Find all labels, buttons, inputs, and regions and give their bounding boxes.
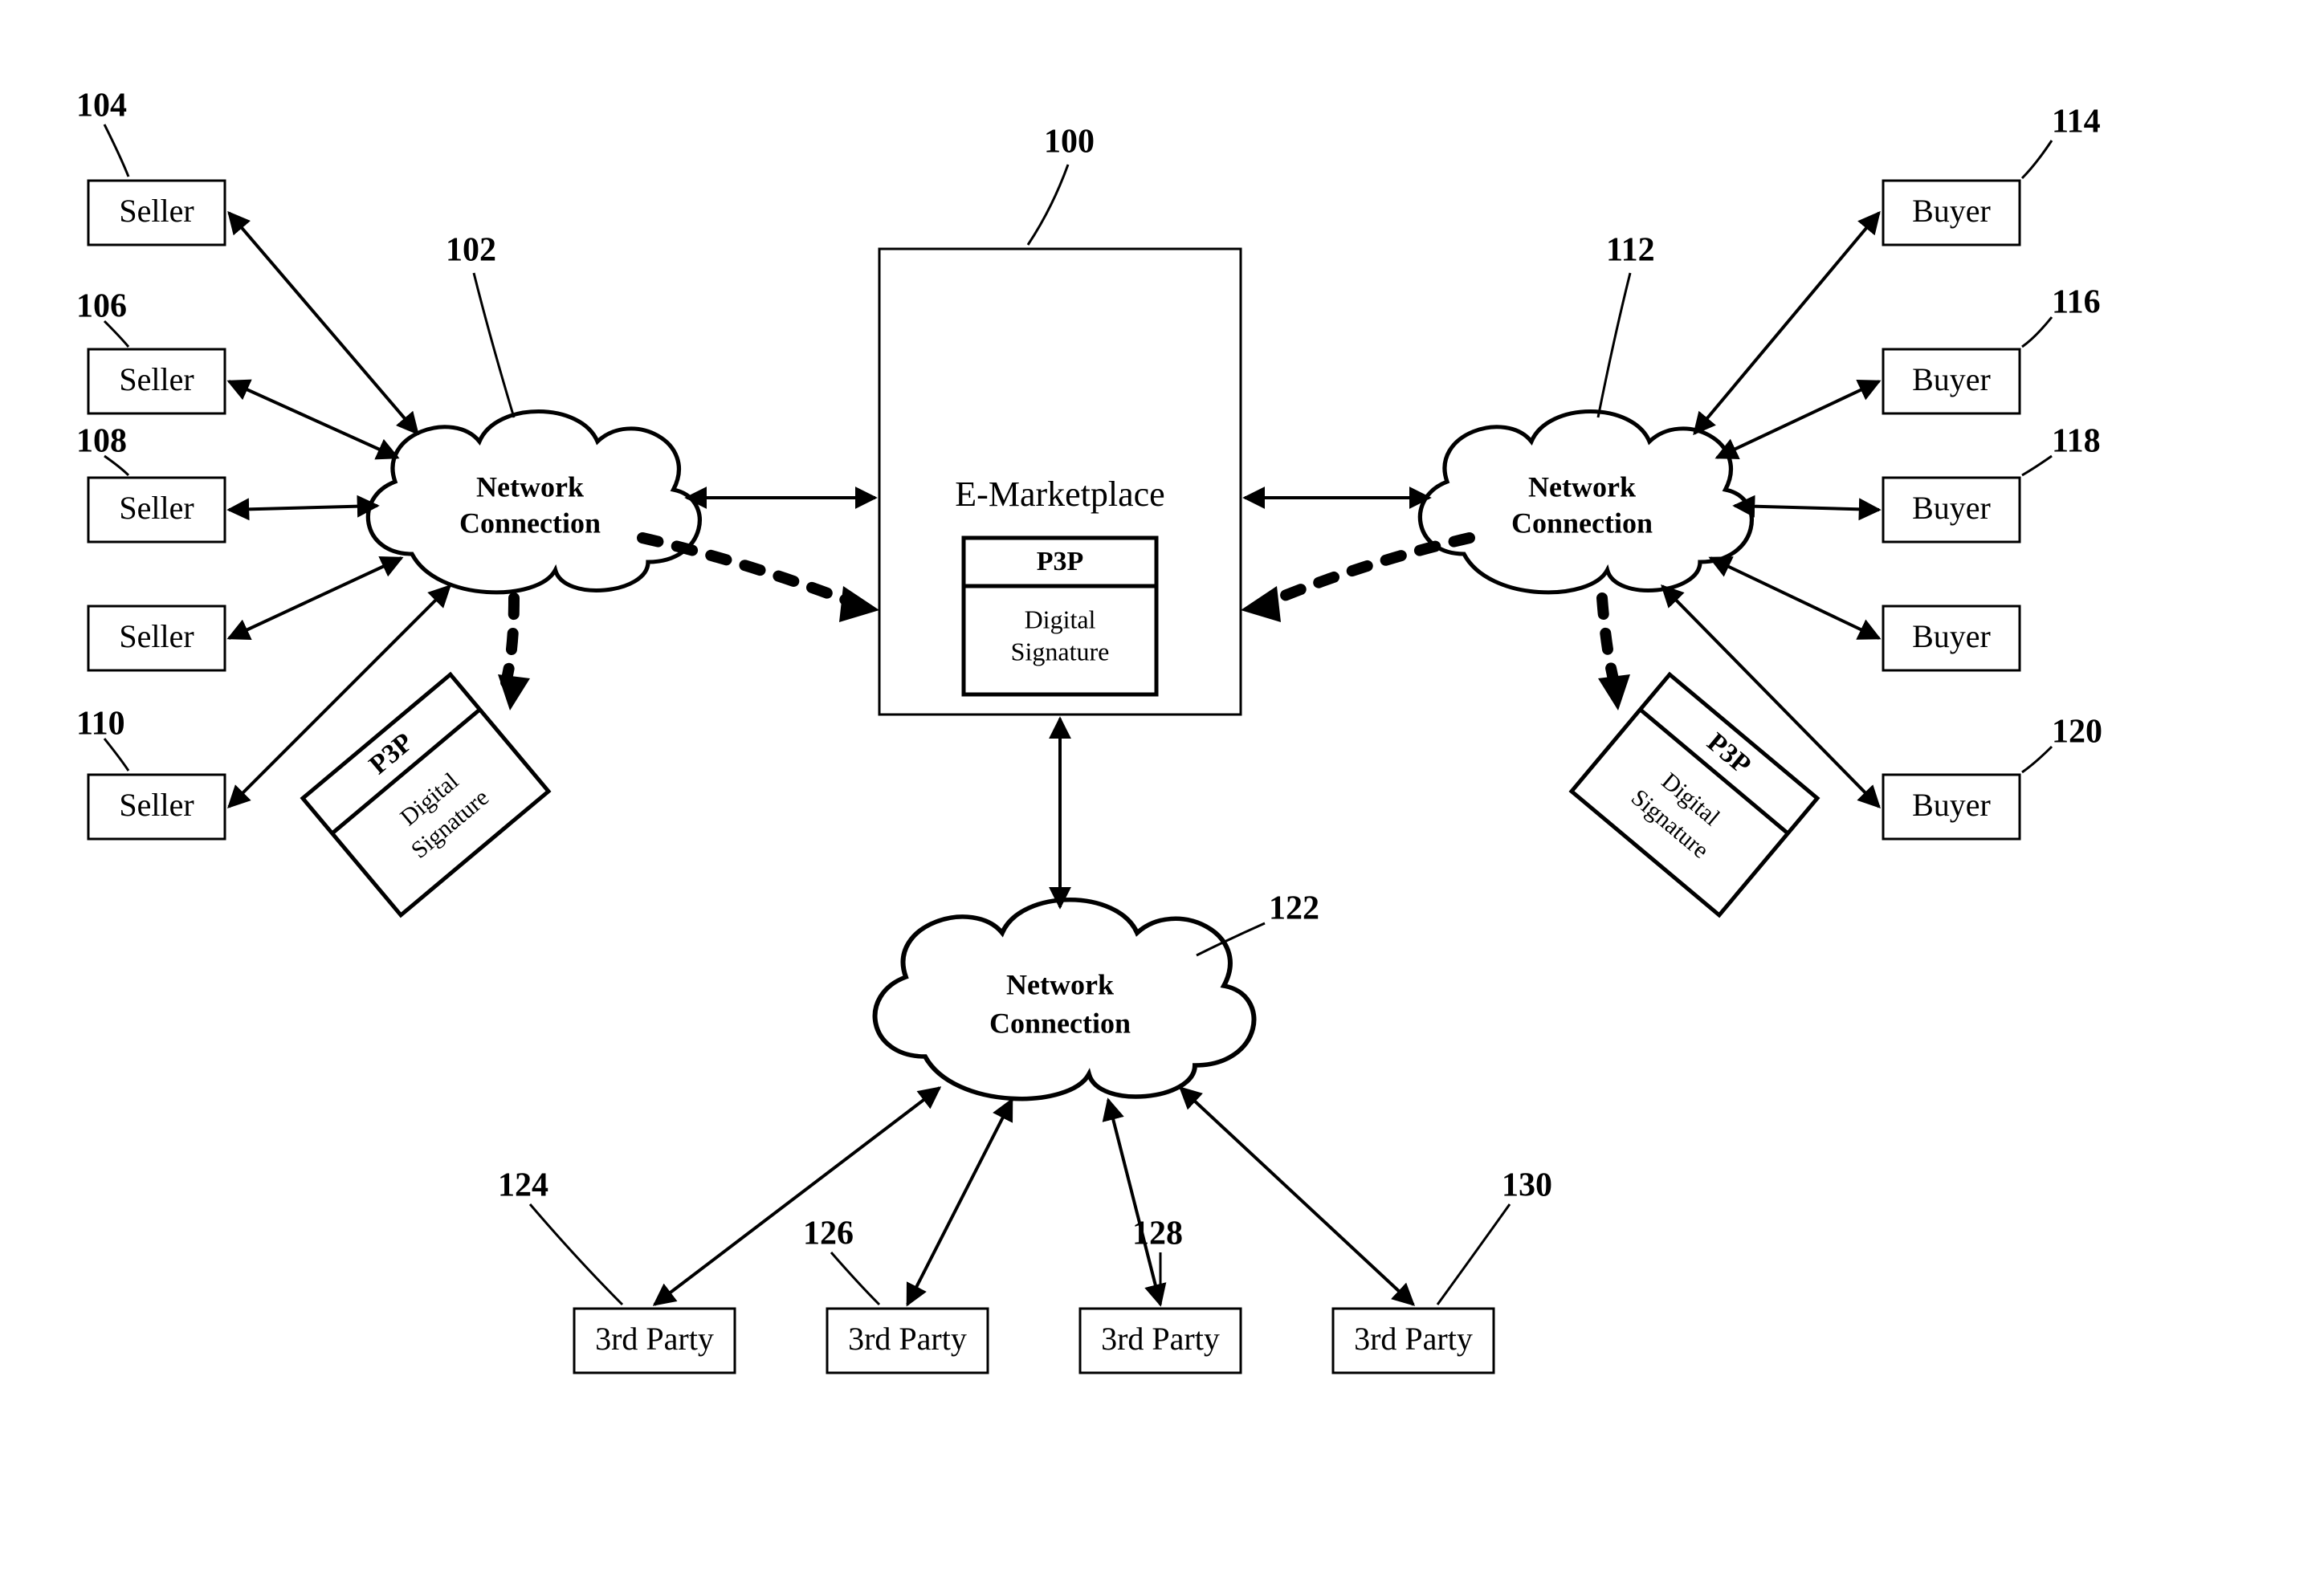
ref-110: 110	[76, 706, 125, 743]
dashed-right-down-head	[1598, 674, 1630, 710]
dashed-right-down	[1602, 598, 1614, 682]
third-4-label: 3rd Party	[1354, 1321, 1473, 1357]
p3p-box-left: P3P Digital Signature	[303, 674, 548, 915]
center-sig1: Digital	[1025, 605, 1096, 633]
ref-128: 128	[1132, 1215, 1183, 1252]
cloud-bottom-line2: Connection	[989, 1007, 1131, 1039]
edge-seller2-cloud	[229, 381, 398, 458]
edge-third3-cloud	[1108, 1100, 1160, 1305]
ref-122: 122	[1269, 890, 1319, 927]
cloud-left-line1: Network	[476, 470, 584, 503]
dashed-left-mid	[642, 538, 851, 602]
edge-seller4-cloud	[229, 558, 402, 638]
seller-4-label: Seller	[119, 618, 194, 654]
ref-104: 104	[76, 88, 127, 124]
ref-106: 106	[76, 288, 127, 325]
ref-112: 112	[1606, 232, 1655, 269]
edge-third1-cloud	[654, 1088, 940, 1305]
third-2-label: 3rd Party	[848, 1321, 967, 1357]
third-3-label: 3rd Party	[1101, 1321, 1220, 1357]
center-p3p: P3P	[1037, 547, 1084, 576]
buyer-boxes: Buyer Buyer Buyer Buyer Buyer	[1883, 181, 2020, 839]
seller-5-label: Seller	[119, 787, 194, 823]
edge-buyer2-cloud	[1717, 381, 1879, 458]
ref-118: 118	[2052, 423, 2101, 460]
buyer-3-label: Buyer	[1912, 490, 1991, 526]
buyer-1-label: Buyer	[1912, 193, 1991, 229]
buyer-5-label: Buyer	[1912, 787, 1991, 823]
buyer-4-label: Buyer	[1912, 618, 1991, 654]
dashed-left-down	[506, 598, 514, 682]
cloud-bottom-line1: Network	[1006, 968, 1114, 1000]
dashed-right-mid-head	[1241, 586, 1281, 622]
ref-124: 124	[498, 1167, 548, 1204]
center-sig2: Signature	[1011, 637, 1110, 666]
thirdparty-boxes: 3rd Party 3rd Party 3rd Party 3rd Party	[574, 1309, 1494, 1373]
cloud-left-line2: Connection	[459, 507, 601, 539]
edge-third4-cloud	[1180, 1088, 1413, 1305]
ref-126: 126	[803, 1215, 854, 1252]
edge-third2-cloud	[907, 1100, 1012, 1305]
dashed-left-mid-head	[839, 586, 879, 622]
dashed-left-down-head	[498, 674, 530, 710]
ref-102: 102	[446, 232, 496, 269]
cloud-right-line2: Connection	[1511, 507, 1653, 539]
ref-114: 114	[2052, 104, 2101, 140]
buyer-2-label: Buyer	[1912, 361, 1991, 397]
seller-3-label: Seller	[119, 490, 194, 526]
edge-seller3-cloud	[229, 506, 377, 510]
ref-108: 108	[76, 423, 127, 460]
cloud-right: Network Connection	[1420, 412, 1751, 592]
dashed-right-mid	[1269, 538, 1470, 602]
seller-1-label: Seller	[119, 193, 194, 229]
edge-seller1-cloud	[229, 213, 418, 434]
seller-2-label: Seller	[119, 361, 194, 397]
ref-130: 130	[1502, 1167, 1552, 1204]
edge-buyer4-cloud	[1710, 558, 1879, 638]
center-emarketplace: E-Marketplace P3P Digital Signature	[879, 249, 1241, 715]
edge-buyer3-cloud	[1735, 506, 1879, 510]
ref-100: 100	[1044, 124, 1095, 161]
ref-120: 120	[2052, 714, 2102, 751]
ref-116: 116	[2052, 284, 2101, 321]
edge-buyer1-cloud	[1694, 213, 1879, 434]
third-1-label: 3rd Party	[595, 1321, 714, 1357]
cloud-left: Network Connection	[368, 412, 699, 592]
cloud-bottom: Network Connection	[875, 900, 1254, 1099]
cloud-right-line1: Network	[1528, 470, 1636, 503]
p3p-box-right: P3P Digital Signature	[1572, 674, 1817, 915]
center-title: E-Marketplace	[955, 474, 1164, 514]
